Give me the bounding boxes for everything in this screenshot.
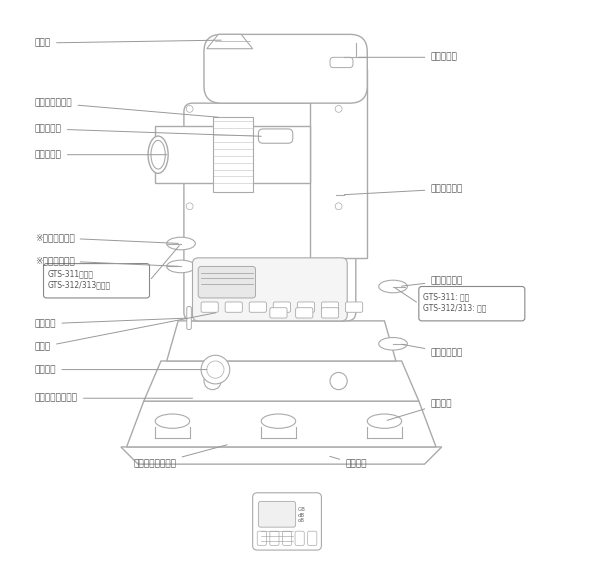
Text: 望远镜把手: 望远镜把手 [35, 124, 261, 136]
FancyBboxPatch shape [270, 308, 287, 318]
Text: ※竖直微动螺旋: ※竖直微动螺旋 [35, 256, 179, 266]
Text: 瞄准器: 瞄准器 [35, 38, 221, 48]
FancyBboxPatch shape [192, 258, 347, 321]
Text: GB: GB [297, 507, 305, 512]
Text: GTS-311：双速: GTS-311：双速 [48, 269, 94, 278]
Text: GTS-312/313：单速: GTS-312/313：单速 [48, 281, 111, 290]
FancyBboxPatch shape [198, 266, 256, 298]
Text: 圆水准器: 圆水准器 [35, 365, 207, 374]
Polygon shape [167, 321, 396, 361]
Text: 水平制动螺旋: 水平制动螺旋 [402, 344, 463, 357]
FancyBboxPatch shape [307, 531, 317, 545]
Text: 基座底板: 基座底板 [330, 456, 367, 469]
FancyBboxPatch shape [259, 501, 296, 527]
Ellipse shape [261, 414, 296, 429]
Text: 三角基座固定螺栓: 三角基座固定螺栓 [134, 445, 227, 469]
Text: 水平微动螺旋: 水平微动螺旋 [402, 276, 463, 286]
Ellipse shape [148, 136, 168, 174]
Ellipse shape [167, 260, 195, 273]
FancyBboxPatch shape [257, 531, 266, 545]
FancyBboxPatch shape [346, 302, 362, 312]
Circle shape [204, 372, 221, 390]
FancyBboxPatch shape [321, 302, 338, 312]
Text: dB: dB [297, 513, 304, 517]
Text: 望远镜调焦螺旋: 望远镜调焦螺旋 [35, 99, 219, 117]
Polygon shape [207, 34, 253, 49]
Ellipse shape [378, 337, 407, 350]
FancyBboxPatch shape [225, 302, 242, 312]
Circle shape [186, 203, 193, 210]
FancyBboxPatch shape [204, 34, 367, 103]
FancyBboxPatch shape [282, 531, 291, 545]
FancyBboxPatch shape [297, 302, 315, 312]
Ellipse shape [151, 140, 165, 169]
Circle shape [330, 372, 347, 390]
Ellipse shape [378, 280, 407, 293]
FancyBboxPatch shape [273, 302, 291, 312]
Ellipse shape [367, 414, 402, 429]
Polygon shape [213, 117, 253, 192]
Circle shape [335, 203, 342, 210]
Text: oB: oB [297, 519, 304, 523]
Text: 电池锁定杆: 电池锁定杆 [359, 53, 457, 62]
FancyBboxPatch shape [249, 302, 266, 312]
Text: GTS-312/313: 单速: GTS-312/313: 单速 [423, 304, 487, 313]
Polygon shape [121, 447, 442, 464]
FancyBboxPatch shape [270, 531, 279, 545]
FancyBboxPatch shape [253, 493, 321, 550]
FancyBboxPatch shape [184, 103, 356, 321]
Text: 望远镜目镜: 望远镜目镜 [35, 150, 167, 159]
Text: 圆水准器校正螺丝: 圆水准器校正螺丝 [35, 394, 193, 403]
FancyBboxPatch shape [330, 57, 353, 68]
Circle shape [201, 355, 230, 384]
FancyBboxPatch shape [259, 129, 293, 143]
Text: GTS-311: 双速: GTS-311: 双速 [423, 292, 470, 301]
FancyBboxPatch shape [296, 308, 313, 318]
FancyBboxPatch shape [419, 286, 525, 321]
Circle shape [335, 105, 342, 112]
Polygon shape [310, 69, 367, 258]
Text: 长水准管: 长水准管 [35, 318, 187, 328]
Polygon shape [155, 126, 310, 183]
Ellipse shape [155, 414, 190, 429]
Text: ※竖直制动螺旋: ※竖直制动螺旋 [35, 233, 179, 244]
Ellipse shape [167, 237, 195, 250]
Text: 仪器中心标志: 仪器中心标志 [344, 185, 463, 195]
FancyBboxPatch shape [321, 308, 338, 318]
FancyBboxPatch shape [187, 307, 192, 329]
FancyBboxPatch shape [44, 264, 149, 298]
Text: 整平螺旋: 整平螺旋 [387, 399, 452, 421]
Polygon shape [127, 401, 436, 447]
FancyBboxPatch shape [295, 531, 304, 545]
Polygon shape [144, 361, 419, 401]
Text: 操作键: 操作键 [35, 313, 216, 351]
FancyBboxPatch shape [201, 302, 219, 312]
Circle shape [186, 105, 193, 112]
